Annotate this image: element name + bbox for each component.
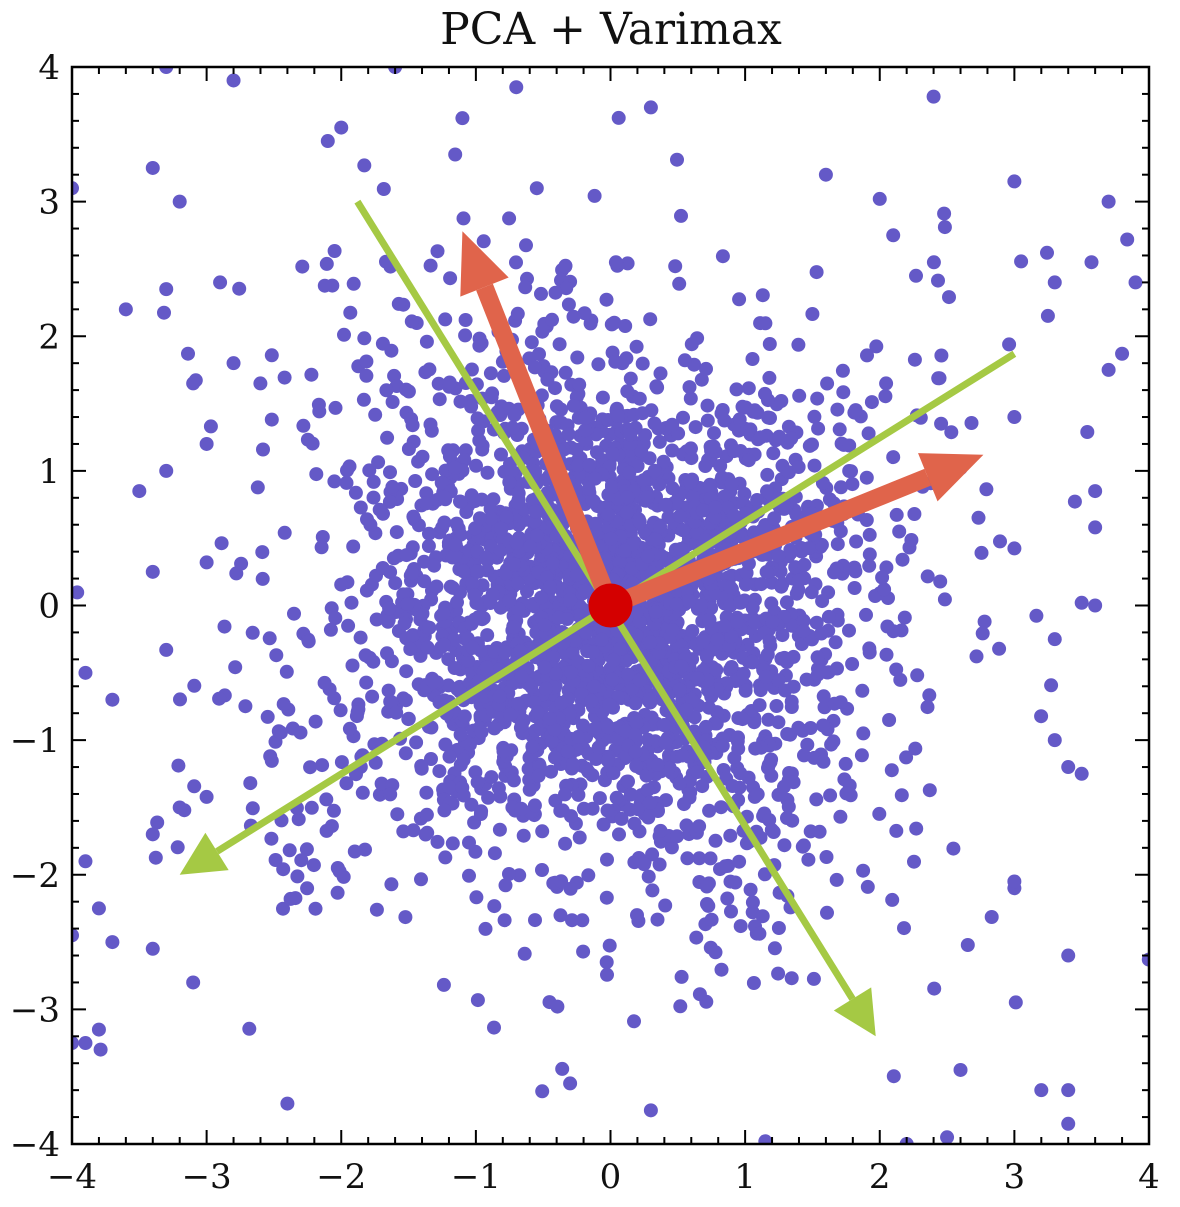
x-tick-label: 4: [1138, 1157, 1160, 1197]
origin-marker: [588, 583, 633, 628]
y-tick-label: −4: [10, 1125, 60, 1165]
x-tick-label: −2: [316, 1157, 366, 1197]
x-tick-label: 2: [869, 1157, 891, 1197]
x-tick-label: 0: [600, 1157, 622, 1197]
y-tick-label: 1: [38, 452, 60, 492]
varimax-component-2-arrow: [607, 453, 984, 614]
varimax-component-1-arrow: [460, 231, 619, 609]
tick-labels: −4 −3 −2 −1 0 1 2 3 4 −4 −3 −2 −1 0 1 2 3 4: [10, 48, 1160, 1197]
y-tick-label: −2: [10, 856, 60, 896]
y-tick-label: −1: [10, 721, 60, 761]
x-tick-label: −1: [451, 1157, 501, 1197]
x-tick-label: −3: [182, 1157, 232, 1197]
x-tick-label: 3: [1004, 1157, 1026, 1197]
y-tick-label: 3: [38, 183, 60, 223]
chart-title: PCA + Varimax: [440, 4, 782, 55]
y-tick-label: 2: [38, 317, 60, 357]
y-tick-label: 0: [38, 587, 60, 627]
y-tick-label: −3: [10, 990, 60, 1030]
component-arrows: [179, 199, 1017, 1037]
x-tick-label: 1: [734, 1157, 756, 1197]
y-tick-label: 4: [38, 48, 60, 88]
x-tick-label: −4: [47, 1157, 97, 1197]
plot-axes: [70, 65, 1151, 1146]
